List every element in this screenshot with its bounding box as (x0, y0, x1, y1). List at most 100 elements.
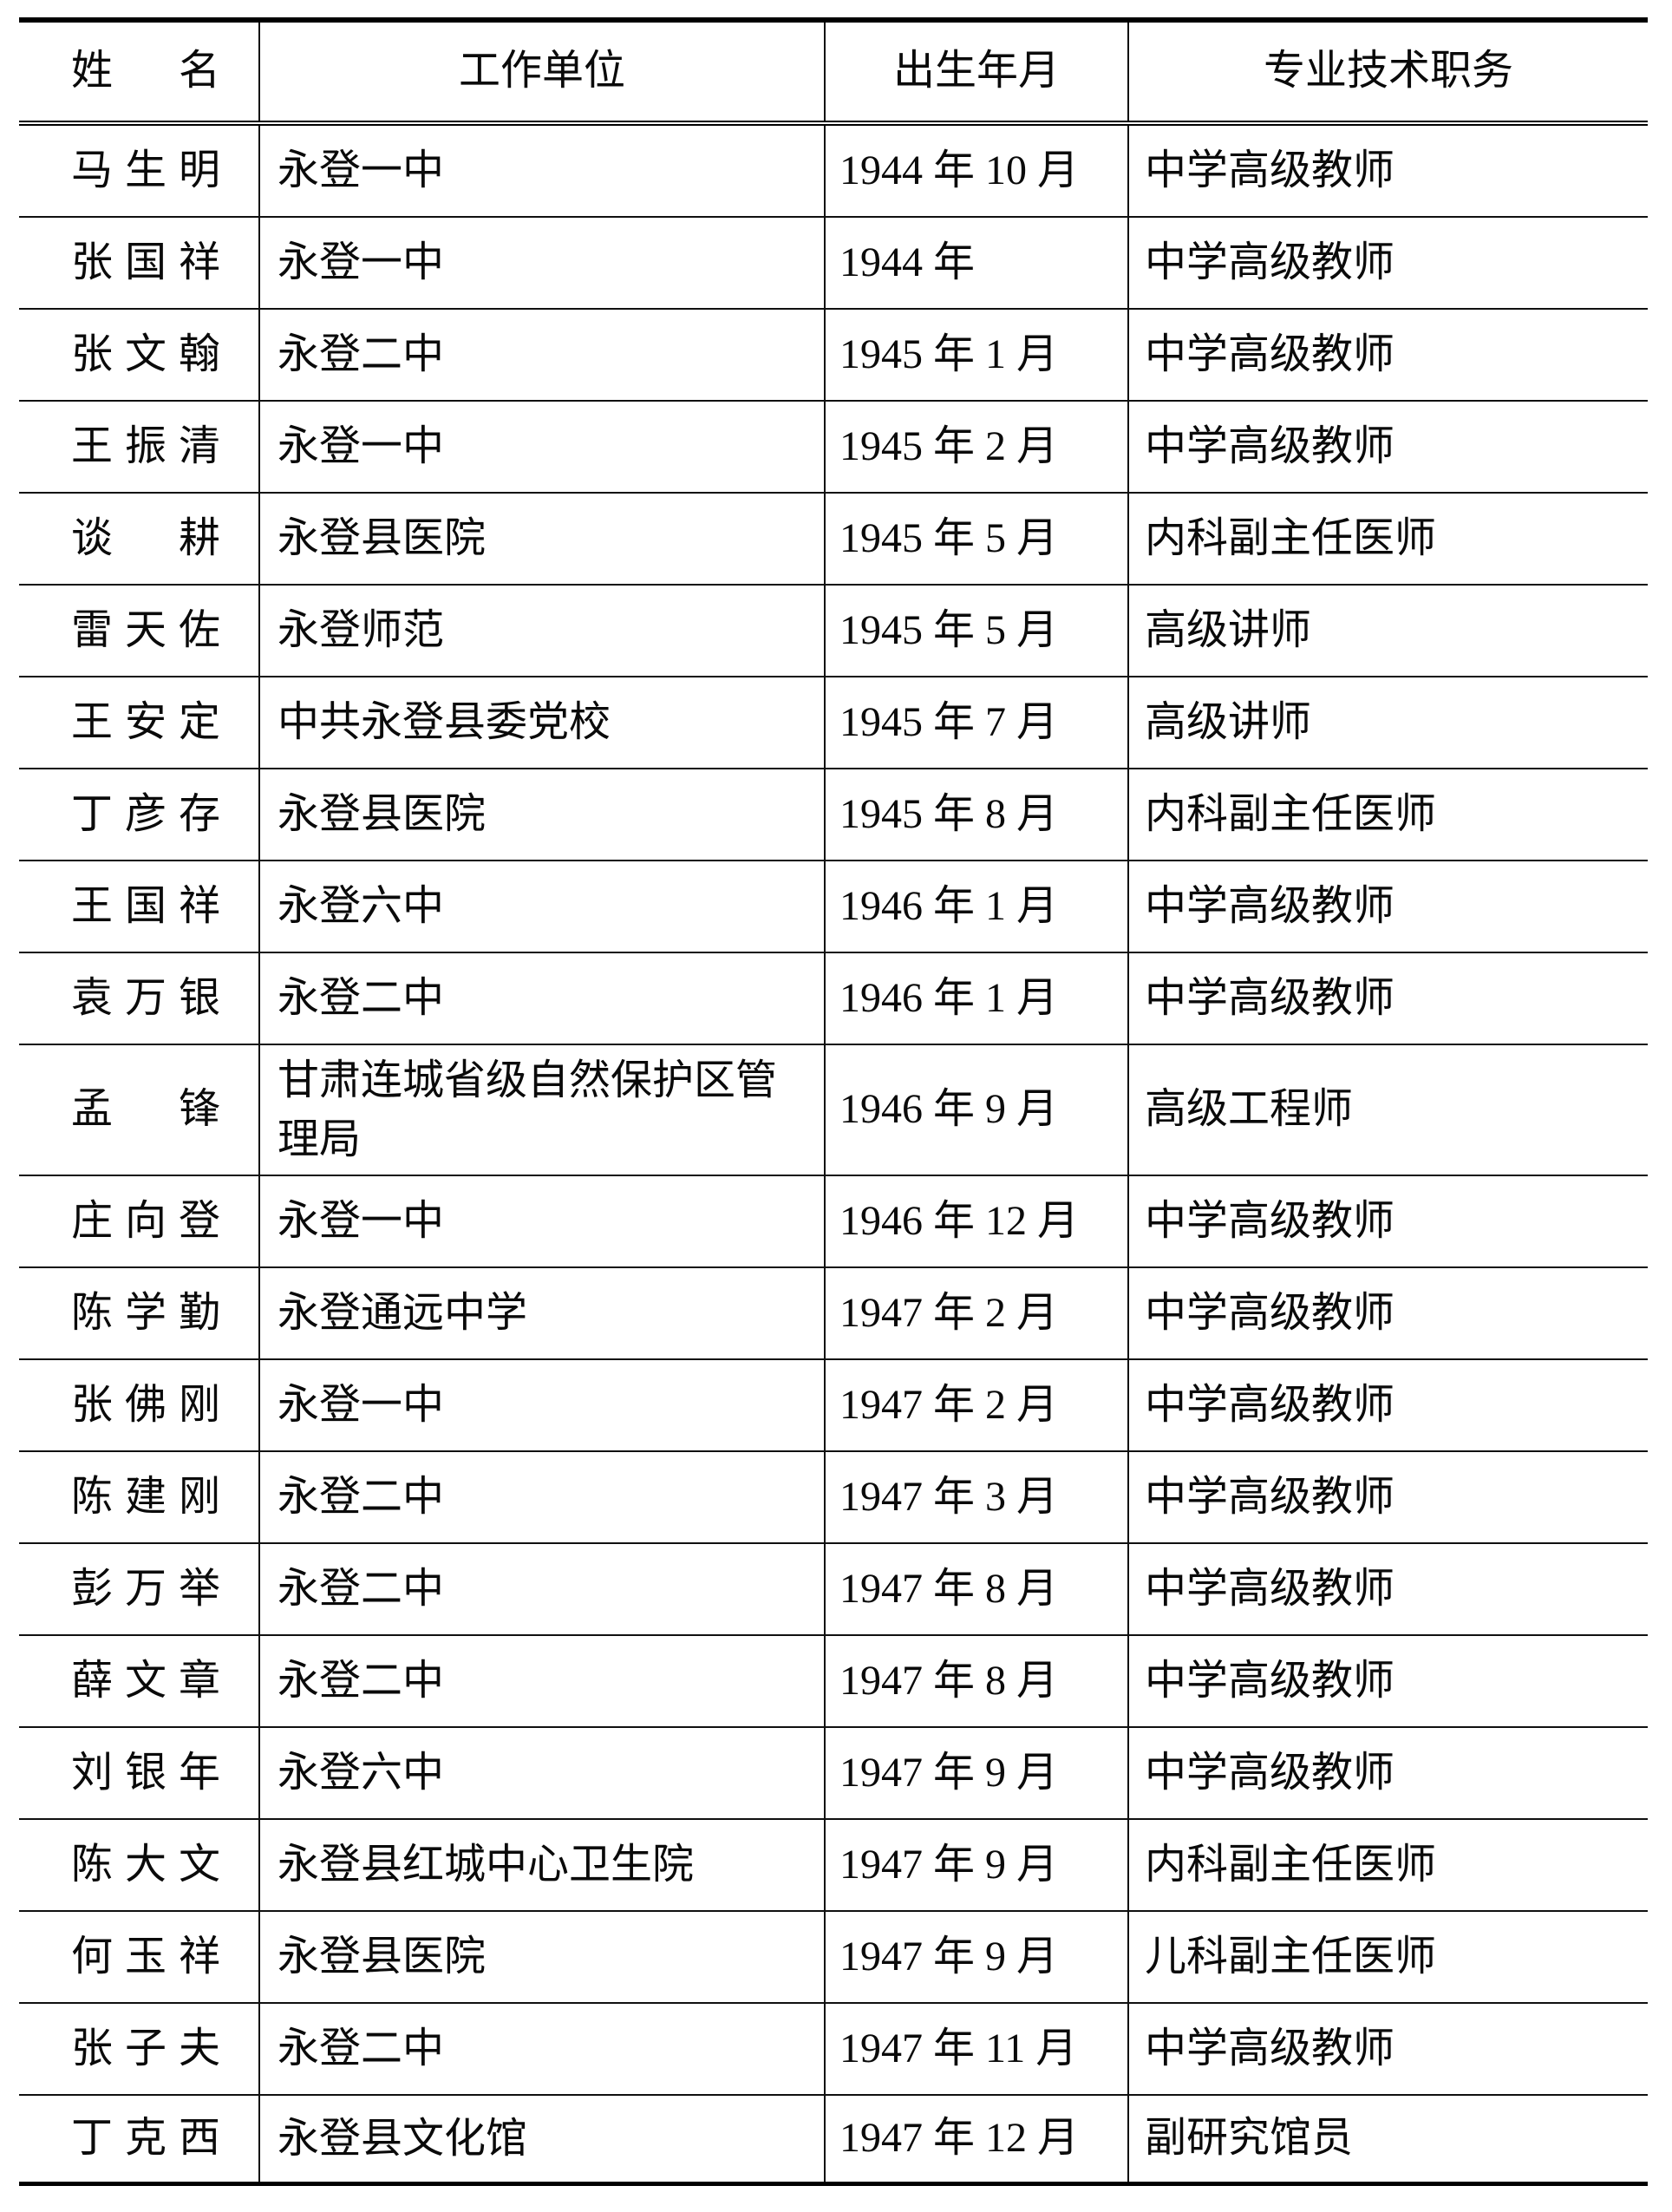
birth-date: 1945 年 8 月 (839, 790, 1059, 837)
birth-date: 1947 年 2 月 (839, 1289, 1059, 1336)
birth-date: 1947 年 3 月 (839, 1473, 1059, 1520)
person-name: 陈建刚 (71, 1473, 220, 1520)
name-cell: 陈大文 (19, 1820, 258, 1910)
birth-date: 1947 年 8 月 (839, 1657, 1059, 1704)
name-cell: 丁彦存 (19, 769, 258, 860)
birth-date: 1944 年 (839, 239, 976, 285)
job-title: 中学高级教师 (1145, 330, 1395, 377)
person-name: 张子夫 (71, 2025, 220, 2071)
table-row: 彭万举 永登二中 1947 年 8 月 中学高级教师 (19, 1544, 1648, 1636)
title-cell: 高级工程师 (1127, 1045, 1648, 1175)
job-title: 儿科副主任医师 (1145, 1933, 1437, 1980)
birth-date: 1946 年 12 月 (839, 1197, 1080, 1244)
job-title: 中学高级教师 (1145, 1289, 1395, 1336)
title-cell: 中学高级教师 (1127, 310, 1648, 400)
birth-date: 1947 年 11 月 (839, 2025, 1078, 2071)
header-cell-birth: 出生年月 (824, 23, 1127, 121)
person-name: 袁万银 (71, 974, 220, 1021)
title-cell: 儿科副主任医师 (1127, 1912, 1648, 2002)
unit-cell: 永登一中 (258, 402, 824, 492)
unit-cell: 永登一中 (258, 1176, 824, 1266)
unit-cell: 永登六中 (258, 861, 824, 952)
name-cell: 陈学勤 (19, 1268, 258, 1358)
job-title: 中学高级教师 (1145, 2025, 1395, 2071)
birth-date: 1946 年 1 月 (839, 974, 1059, 1021)
birth-cell: 1947 年 8 月 (824, 1544, 1127, 1634)
unit-cell: 永登二中 (258, 1452, 824, 1542)
person-name: 丁彦存 (71, 790, 220, 837)
job-title: 中学高级教师 (1145, 1381, 1395, 1428)
birth-cell: 1947 年 3 月 (824, 1452, 1127, 1542)
birth-cell: 1946 年 12 月 (824, 1176, 1127, 1266)
table-row: 陈建刚 永登二中 1947 年 3 月 中学高级教师 (19, 1452, 1648, 1544)
birth-date: 1946 年 9 月 (839, 1086, 1059, 1133)
person-name: 刘银年 (71, 1749, 220, 1796)
name-cell: 薛文章 (19, 1636, 258, 1726)
job-title: 内科副主任医师 (1145, 1841, 1437, 1888)
table-row: 庄向登 永登一中 1946 年 12 月 中学高级教师 (19, 1176, 1648, 1268)
unit-cell: 永登二中 (258, 1544, 824, 1634)
unit-cell: 永登一中 (258, 218, 824, 308)
table-row: 陈学勤 永登通远中学 1947 年 2 月 中学高级教师 (19, 1268, 1648, 1360)
person-name: 何玉祥 (71, 1933, 220, 1980)
title-cell: 中学高级教师 (1127, 1452, 1648, 1542)
table-row: 谈 耕 永登县医院 1945 年 5 月 内科副主任医师 (19, 494, 1648, 586)
job-title: 中学高级教师 (1145, 147, 1395, 193)
birth-cell: 1945 年 7 月 (824, 677, 1127, 768)
person-name: 王安定 (71, 698, 220, 745)
birth-date: 1944 年 10 月 (839, 147, 1080, 193)
unit-cell: 永登县红城中心卫生院 (258, 1820, 824, 1910)
job-title: 中学高级教师 (1145, 1197, 1395, 1244)
birth-cell: 1945 年 2 月 (824, 402, 1127, 492)
unit-cell: 永登六中 (258, 1728, 824, 1818)
birth-cell: 1946 年 9 月 (824, 1045, 1127, 1175)
unit-cell: 永登通远中学 (258, 1268, 824, 1358)
table-row: 王国祥 永登六中 1946 年 1 月 中学高级教师 (19, 861, 1648, 953)
title-cell: 中学高级教师 (1127, 1360, 1648, 1450)
table-row: 张子夫 永登二中 1947 年 11 月 中学高级教师 (19, 2004, 1648, 2096)
name-cell: 雷天佐 (19, 586, 258, 676)
birth-cell: 1947 年 12 月 (824, 2096, 1127, 2182)
table-body: 马生明 永登一中 1944 年 10 月 中学高级教师 张国祥 永登一中 194… (19, 126, 1648, 2182)
title-cell: 高级讲师 (1127, 586, 1648, 676)
person-name: 雷天佐 (71, 606, 220, 653)
work-unit: 永登二中 (278, 2025, 445, 2072)
birth-date: 1945 年 2 月 (839, 422, 1059, 469)
job-title: 中学高级教师 (1145, 1749, 1395, 1796)
unit-cell: 永登县医院 (258, 1912, 824, 2002)
work-unit: 永登县文化馆 (278, 2115, 528, 2162)
work-unit: 永登县医院 (278, 791, 487, 838)
person-name: 陈学勤 (71, 1289, 220, 1336)
birth-cell: 1945 年 8 月 (824, 769, 1127, 860)
title-cell: 中学高级教师 (1127, 218, 1648, 308)
table-row: 何玉祥 永登县医院 1947 年 9 月 儿科副主任医师 (19, 1912, 1648, 2004)
birth-date: 1947 年 2 月 (839, 1381, 1059, 1428)
unit-cell: 永登二中 (258, 1636, 824, 1726)
table-row: 刘银年 永登六中 1947 年 9 月 中学高级教师 (19, 1728, 1648, 1820)
unit-cell: 甘肃连城省级自然保护区管理局 (258, 1045, 824, 1175)
table-row: 张国祥 永登一中 1944 年 中学高级教师 (19, 218, 1648, 310)
birth-date: 1947 年 9 月 (839, 1841, 1059, 1888)
table-row: 王振清 永登一中 1945 年 2 月 中学高级教师 (19, 402, 1648, 494)
job-title: 中学高级教师 (1145, 1473, 1395, 1520)
job-title: 中学高级教师 (1145, 882, 1395, 929)
table-row: 丁克西 永登县文化馆 1947 年 12 月 副研究馆员 (19, 2096, 1648, 2182)
birth-cell: 1947 年 9 月 (824, 1728, 1127, 1818)
job-title: 中学高级教师 (1145, 1565, 1395, 1612)
person-name: 庄向登 (71, 1197, 220, 1244)
unit-cell: 永登一中 (258, 126, 824, 216)
header-cell-title: 专业技术职务 (1127, 23, 1648, 121)
birth-date: 1945 年 5 月 (839, 606, 1059, 653)
person-name: 丁克西 (71, 2115, 220, 2162)
work-unit: 永登二中 (278, 975, 445, 1022)
birth-cell: 1945 年 5 月 (824, 586, 1127, 676)
birth-date: 1945 年 5 月 (839, 514, 1059, 561)
person-name: 张文翰 (71, 330, 220, 377)
title-cell: 中学高级教师 (1127, 953, 1648, 1044)
work-unit: 永登一中 (278, 423, 445, 470)
person-name: 张佛刚 (71, 1381, 220, 1428)
birth-cell: 1947 年 2 月 (824, 1360, 1127, 1450)
table-row: 孟 锋 甘肃连城省级自然保护区管理局 1946 年 9 月 高级工程师 (19, 1045, 1648, 1176)
birth-date: 1945 年 1 月 (839, 330, 1059, 377)
title-cell: 中学高级教师 (1127, 861, 1648, 952)
